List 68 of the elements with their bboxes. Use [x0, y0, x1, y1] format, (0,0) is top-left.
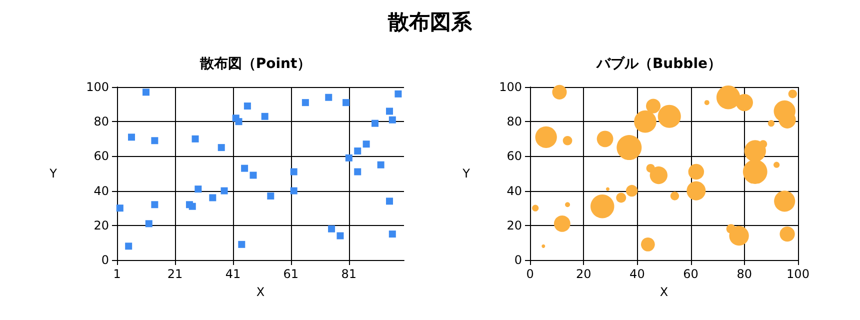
point — [302, 99, 309, 106]
y-tick-label: 100 — [86, 80, 109, 94]
point — [386, 198, 394, 205]
x-tick-label: 20 — [576, 267, 592, 281]
point — [235, 118, 242, 126]
point — [128, 134, 135, 141]
y-axis-title: Y — [48, 166, 58, 180]
point — [354, 148, 362, 155]
point — [250, 172, 257, 179]
point — [238, 240, 246, 248]
point — [218, 144, 225, 152]
x-axis-title: X — [256, 285, 265, 299]
x-tick-label: 60 — [683, 267, 698, 281]
point — [241, 164, 248, 172]
y-tick-label: 0 — [101, 253, 109, 267]
point — [188, 202, 196, 210]
y-tick-label: 20 — [506, 218, 522, 232]
y-axis-title: Y — [462, 166, 471, 180]
point — [336, 232, 344, 240]
point — [386, 108, 394, 115]
x-tick-label: 0 — [526, 267, 534, 281]
chart-title: 散布図系 — [386, 9, 473, 36]
point — [394, 90, 402, 98]
x-tick-label: 80 — [736, 267, 752, 281]
y-tick-label: 80 — [94, 114, 109, 129]
y-tick-label: 100 — [499, 80, 522, 94]
x-tick-label: 81 — [341, 267, 357, 281]
point — [220, 187, 228, 194]
point — [151, 201, 158, 208]
point — [142, 88, 150, 96]
point — [125, 242, 132, 250]
point — [209, 194, 216, 202]
point — [388, 230, 396, 238]
x-tick-label: 40 — [630, 267, 645, 281]
x-tick-label: 61 — [283, 267, 299, 281]
point — [261, 112, 268, 120]
x-tick-label: 21 — [167, 267, 183, 281]
point — [290, 187, 298, 194]
x-tick-label: 1 — [113, 267, 121, 281]
point — [328, 225, 336, 232]
y-tick-label: 60 — [94, 149, 109, 164]
point — [151, 137, 158, 144]
y-tick-label: 40 — [94, 184, 109, 198]
y-tick-label: 60 — [506, 149, 522, 164]
chart-subtitle: 散布図（Point） — [198, 56, 312, 72]
chart-subtitle: バブル（Bubble） — [596, 55, 722, 72]
point — [388, 116, 396, 124]
point — [342, 99, 350, 106]
y-tick-label: 20 — [94, 218, 109, 232]
point — [145, 220, 152, 228]
y-tick-label: 0 — [514, 253, 522, 267]
x-tick-label: 41 — [225, 267, 241, 281]
point — [354, 168, 362, 176]
point — [372, 120, 379, 127]
point — [345, 154, 352, 162]
point — [377, 161, 384, 168]
point — [116, 204, 124, 212]
point — [267, 192, 274, 200]
point — [244, 102, 251, 110]
point — [192, 135, 199, 142]
point — [290, 168, 298, 176]
y-tick-label: 40 — [506, 184, 522, 198]
point — [325, 94, 332, 101]
point — [362, 140, 370, 148]
point — [194, 186, 202, 193]
x-axis-title: X — [660, 285, 668, 299]
x-tick-label: 100 — [786, 267, 810, 281]
y-tick-label: 80 — [506, 114, 522, 129]
